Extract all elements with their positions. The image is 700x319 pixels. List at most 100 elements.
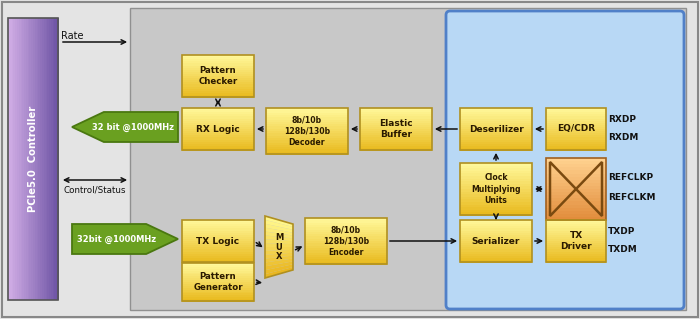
Bar	[10, 18, 12, 300]
Text: Pattern
Checker: Pattern Checker	[198, 66, 237, 86]
Bar	[305, 220, 387, 223]
Text: PCIe5.0  Controller: PCIe5.0 Controller	[28, 106, 38, 212]
Bar	[460, 233, 532, 235]
Bar	[546, 110, 606, 113]
Bar	[546, 224, 606, 227]
Bar	[460, 258, 532, 261]
Bar	[546, 228, 606, 231]
Bar	[266, 108, 348, 154]
Bar	[182, 220, 254, 262]
Bar	[305, 218, 387, 221]
Bar	[546, 231, 606, 233]
Bar	[182, 293, 254, 296]
Bar	[460, 174, 532, 177]
Bar	[55, 18, 57, 300]
Polygon shape	[265, 232, 293, 238]
Bar	[460, 194, 532, 197]
Bar	[546, 260, 606, 263]
Bar	[460, 127, 532, 130]
Bar	[360, 125, 432, 128]
Bar	[182, 245, 254, 248]
Bar	[182, 146, 254, 149]
Bar	[182, 133, 254, 136]
Bar	[182, 78, 254, 81]
Text: 8b/10b
128b/130b
Encoder: 8b/10b 128b/130b Encoder	[323, 226, 369, 256]
Bar	[460, 166, 532, 169]
Bar	[460, 142, 532, 144]
Text: Rate: Rate	[61, 31, 83, 41]
Bar	[546, 174, 606, 177]
Text: Control/Status: Control/Status	[64, 186, 126, 195]
Bar	[182, 86, 254, 89]
Polygon shape	[265, 267, 293, 278]
Bar	[33, 18, 36, 300]
Bar	[182, 239, 254, 241]
Bar	[266, 108, 348, 111]
Bar	[546, 220, 606, 262]
Bar	[305, 257, 387, 260]
Bar	[460, 231, 532, 233]
Bar	[546, 108, 606, 150]
Bar	[266, 129, 348, 132]
Bar	[305, 234, 387, 237]
Text: 32 bit @1000MHz: 32 bit @1000MHz	[92, 122, 174, 131]
Bar	[460, 133, 532, 136]
Bar	[546, 148, 606, 151]
Bar	[182, 254, 254, 256]
Bar	[460, 254, 532, 256]
Bar	[546, 158, 606, 162]
Bar	[266, 117, 348, 120]
Bar	[360, 139, 432, 142]
Polygon shape	[265, 239, 293, 244]
Bar	[546, 256, 606, 258]
Bar	[460, 199, 532, 203]
Text: TXDP: TXDP	[608, 226, 636, 235]
Text: EQ/CDR: EQ/CDR	[557, 124, 595, 133]
Bar	[182, 276, 254, 279]
Bar	[546, 133, 606, 136]
Bar	[360, 137, 432, 140]
Bar	[305, 229, 387, 233]
Bar	[27, 18, 30, 300]
Bar	[35, 18, 37, 300]
Bar	[182, 76, 254, 79]
Bar	[360, 133, 432, 136]
Bar	[546, 189, 606, 193]
Text: 8b/10b
128b/130b
Decoder: 8b/10b 128b/130b Decoder	[284, 115, 330, 147]
Bar	[546, 142, 606, 144]
Text: Clock
Multiplying
Units: Clock Multiplying Units	[471, 174, 521, 204]
Bar	[182, 135, 254, 138]
Bar	[182, 95, 254, 98]
Bar	[26, 18, 28, 300]
Bar	[546, 158, 606, 220]
Bar	[182, 112, 254, 115]
Bar	[182, 65, 254, 68]
Bar	[38, 18, 41, 300]
Bar	[460, 226, 532, 229]
Bar	[546, 127, 606, 130]
Bar	[182, 70, 254, 72]
Bar	[52, 18, 55, 300]
Bar	[182, 74, 254, 77]
Bar	[546, 123, 606, 125]
Bar	[182, 286, 254, 288]
Bar	[546, 217, 606, 221]
Bar	[360, 121, 432, 123]
Bar	[305, 246, 387, 249]
Bar	[182, 233, 254, 235]
Bar	[182, 231, 254, 233]
Text: Pattern
Generator: Pattern Generator	[193, 272, 243, 292]
Bar	[266, 110, 348, 113]
Bar	[546, 211, 606, 214]
Bar	[266, 115, 348, 118]
Bar	[8, 18, 58, 300]
Bar	[182, 282, 254, 285]
Bar	[460, 243, 532, 246]
Bar	[460, 176, 532, 179]
Bar	[460, 148, 532, 151]
Bar	[182, 93, 254, 95]
Bar	[460, 123, 532, 125]
Text: TX
Driver: TX Driver	[560, 231, 592, 251]
Text: RX Logic: RX Logic	[196, 124, 240, 133]
Bar	[360, 116, 432, 119]
